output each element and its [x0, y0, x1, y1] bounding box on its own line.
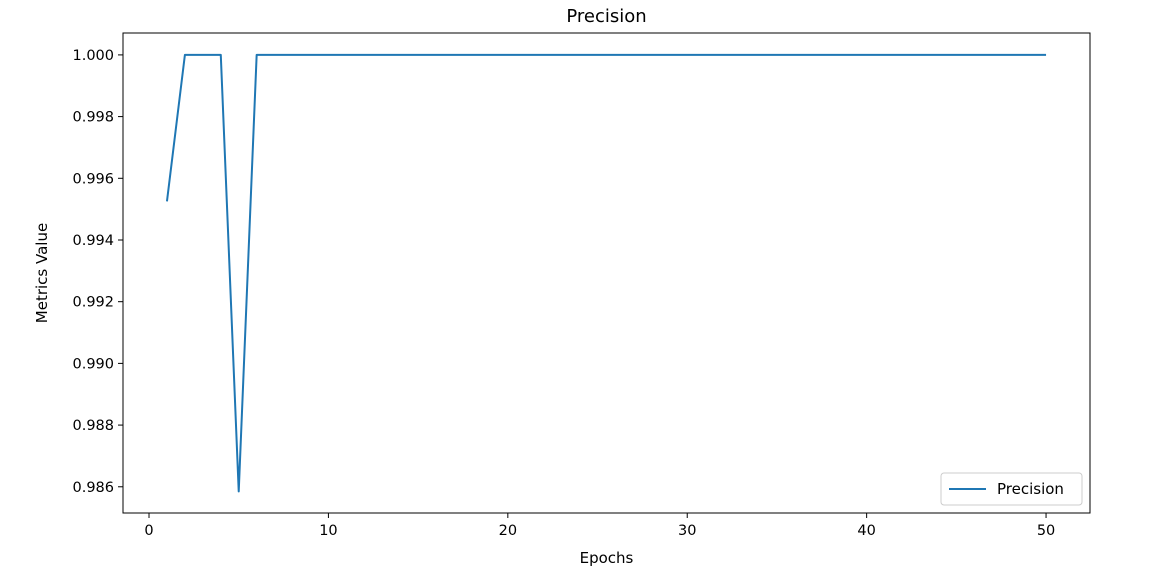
y-tick-label: 0.992 [72, 295, 114, 311]
x-tick-label: 50 [1037, 523, 1055, 539]
series-line-precision [167, 55, 1046, 492]
x-tick-label: 30 [678, 523, 696, 539]
series-layer [167, 55, 1046, 492]
x-tick-label: 40 [857, 523, 875, 539]
y-axis-label: Metrics Value [33, 223, 51, 323]
plot-area-frame [123, 33, 1090, 513]
x-tick-label: 0 [144, 523, 153, 539]
y-tick-label: 0.986 [72, 480, 114, 496]
x-tick-label: 10 [319, 523, 337, 539]
y-tick-label: 1.000 [72, 48, 114, 64]
y-tick-label: 0.990 [72, 356, 114, 372]
legend-label-precision: Precision [997, 480, 1064, 498]
legend: Precision [941, 473, 1082, 505]
x-axis-label: Epochs [580, 549, 634, 567]
x-tick-label: 20 [499, 523, 517, 539]
y-tick-label: 0.988 [72, 418, 114, 434]
y-tick-label: 0.996 [72, 171, 114, 187]
y-tick-label: 0.998 [72, 110, 114, 126]
x-axis-ticks: 0 10 20 30 40 50 [144, 513, 1055, 539]
chart-title: Precision [566, 6, 646, 27]
y-tick-label: 0.994 [72, 233, 114, 249]
y-axis-ticks: 0.986 0.988 0.990 0.992 0.994 0.996 0.998 1.000 [72, 48, 123, 496]
